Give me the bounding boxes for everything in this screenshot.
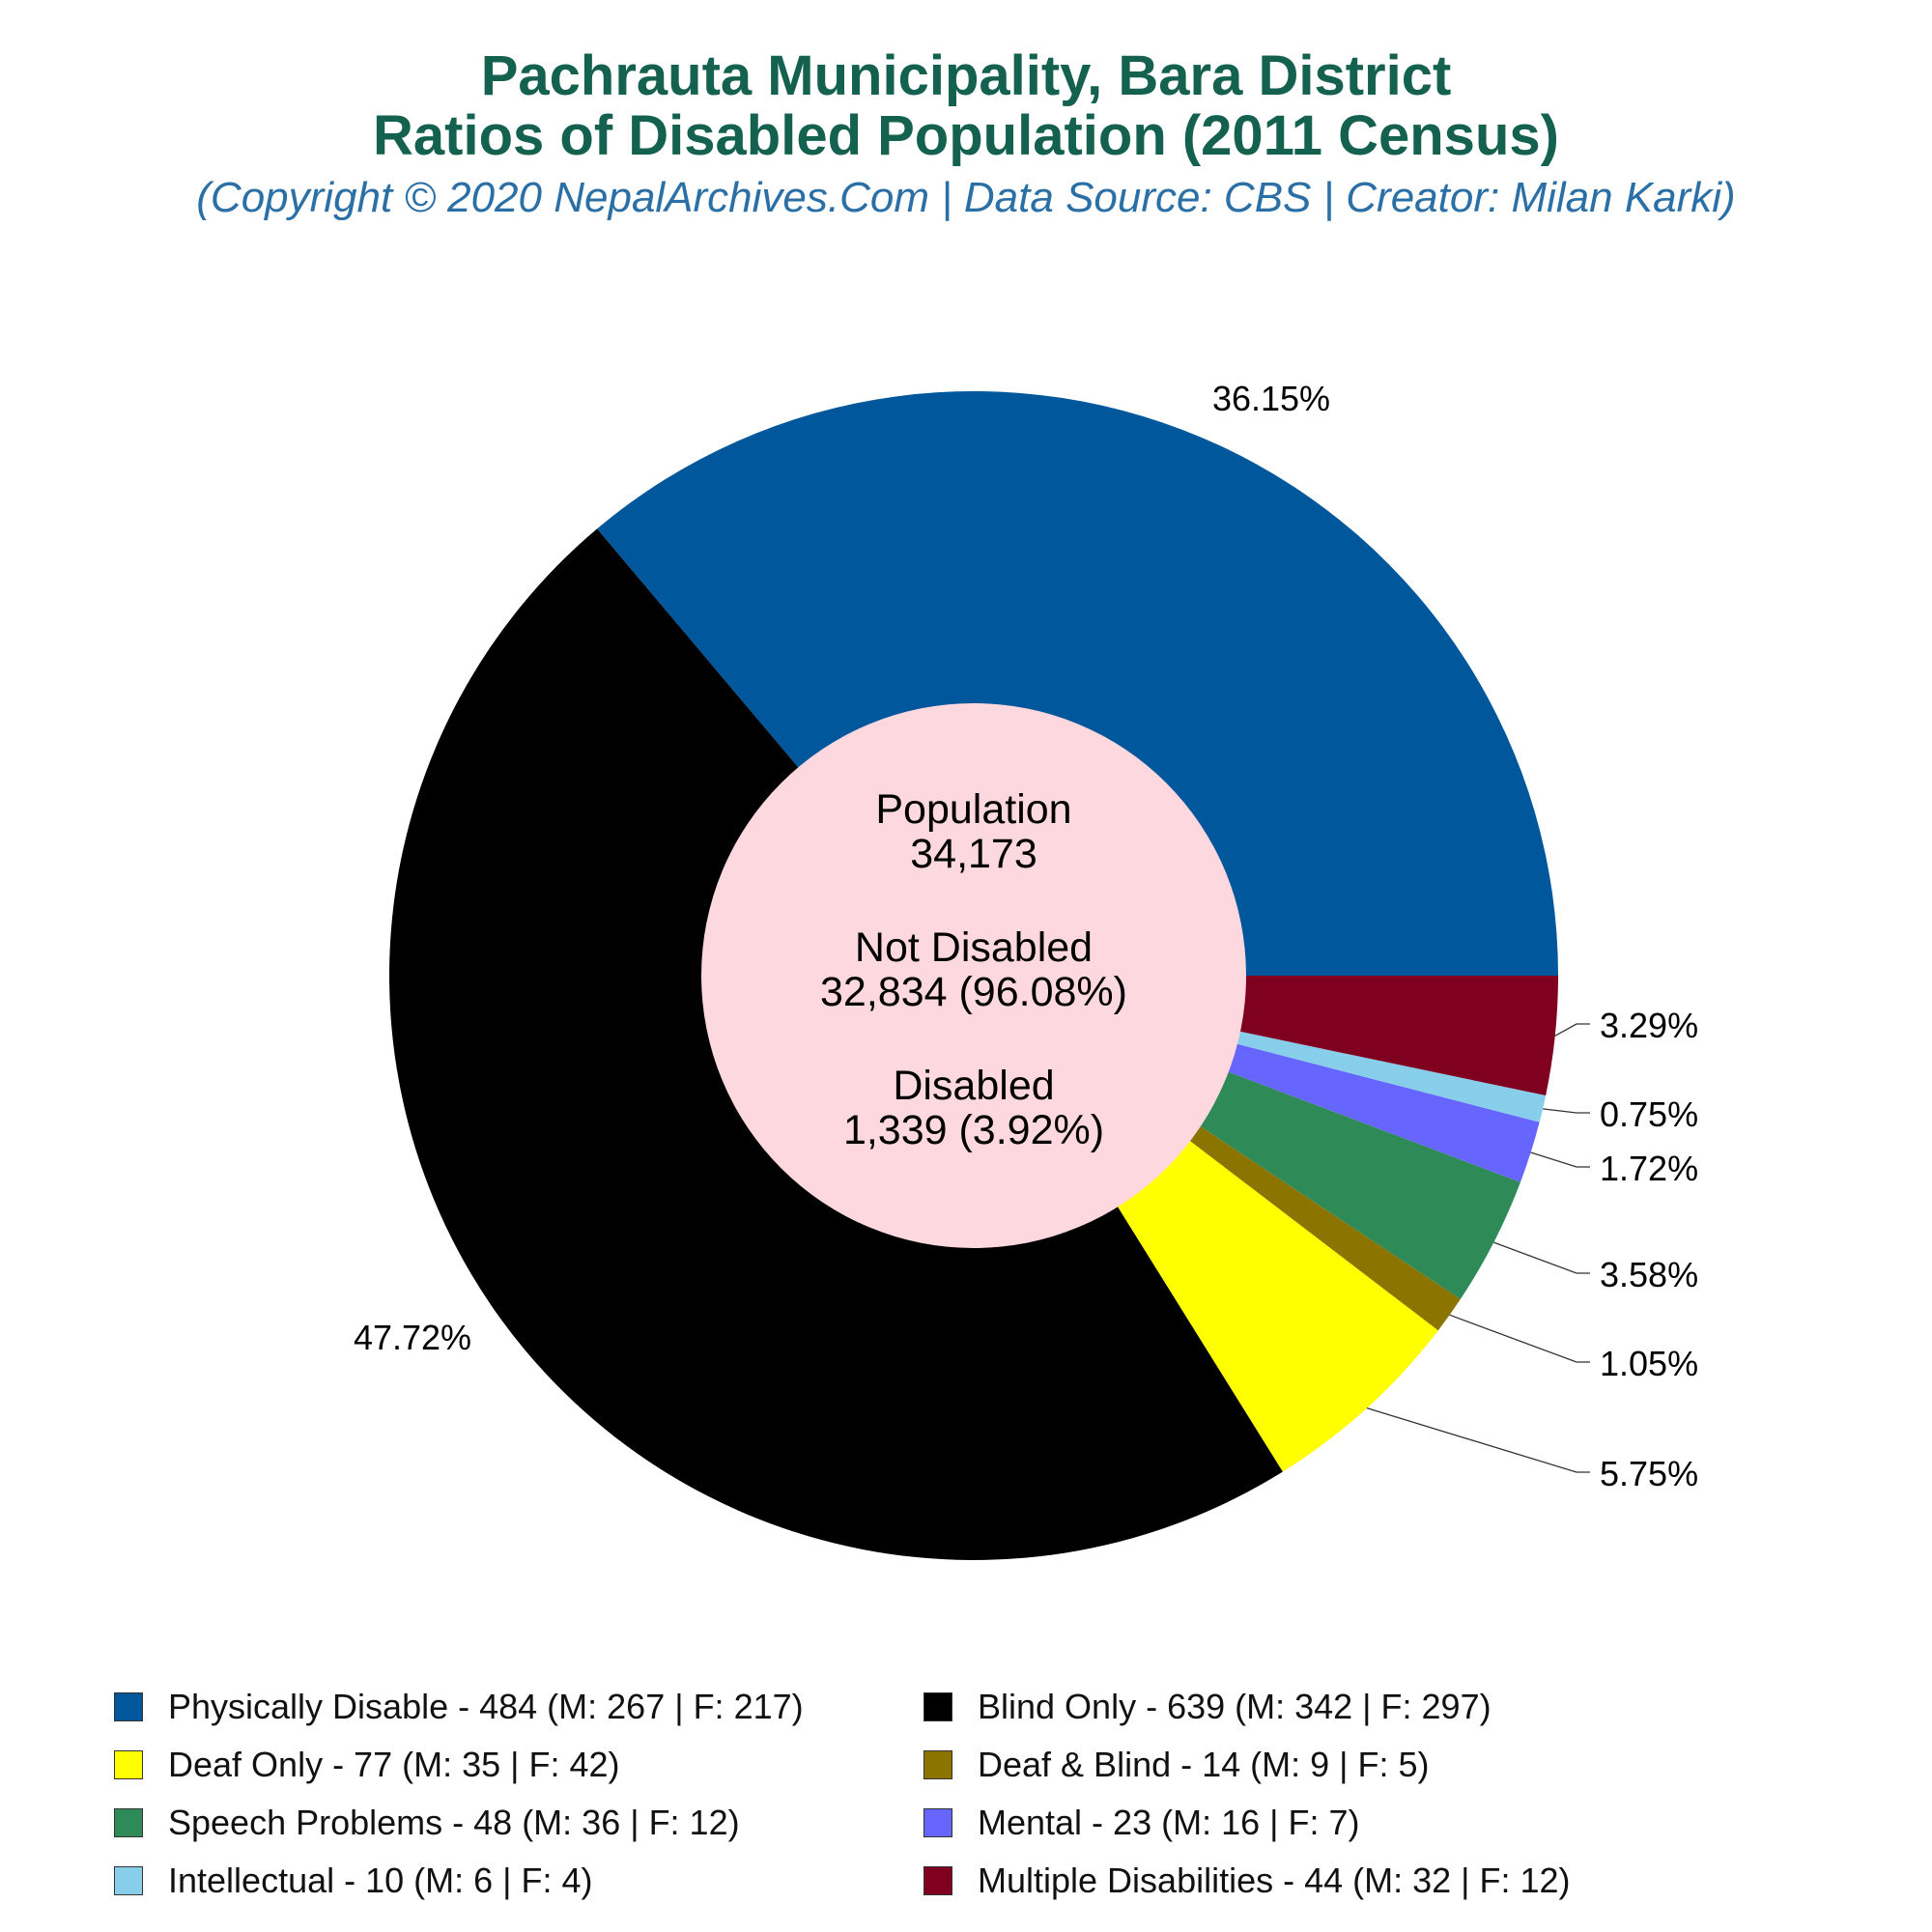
legend-label: Deaf & Blind - 14 (M: 9 | F: 5) xyxy=(978,1745,1430,1784)
legend-item: Physically Disable - 484 (M: 267 | F: 21… xyxy=(114,1683,804,1731)
legend-label: Deaf Only - 77 (M: 35 | F: 42) xyxy=(168,1745,620,1784)
slice-physically-disable xyxy=(597,391,1558,976)
legend-swatch xyxy=(114,1692,143,1721)
legend-label: Intellectual - 10 (M: 6 | F: 4) xyxy=(168,1861,593,1900)
legend-item: Mental - 23 (M: 16 | F: 7) xyxy=(923,1799,1359,1847)
donut-chart: 36.15% 47.72% 5.75% 1.05% 3.58% 1.72% 0.75% 3.2… xyxy=(354,379,1698,1561)
percent-label: 47.72% xyxy=(354,1318,471,1357)
center-disabled-label: Disabled xyxy=(893,1063,1054,1109)
legend-label: Physically Disable - 484 (M: 267 | F: 21… xyxy=(168,1687,804,1726)
legend-swatch xyxy=(923,1692,952,1721)
center-not-disabled-value: 32,834 (96.08%) xyxy=(820,969,1127,1015)
legend-label: Mental - 23 (M: 16 | F: 7) xyxy=(978,1803,1360,1842)
legend-item: Speech Problems - 48 (M: 36 | F: 12) xyxy=(114,1799,740,1847)
leader-line xyxy=(1449,1314,1590,1363)
pie-slices xyxy=(389,391,1558,1561)
legend-swatch xyxy=(923,1866,952,1895)
leader-line xyxy=(1530,1151,1590,1168)
chart-subtitle: (Copyright © 2020 NepalArchives.Com | Da… xyxy=(196,174,1736,221)
legend: Physically Disable - 484 (M: 267 | F: 21… xyxy=(0,1683,1932,1915)
center-population-value: 34,173 xyxy=(910,831,1037,877)
legend-item: Blind Only - 639 (M: 342 | F: 297) xyxy=(923,1683,1492,1731)
legend-item: Intellectual - 10 (M: 6 | F: 4) xyxy=(114,1857,593,1905)
legend-label: Blind Only - 639 (M: 342 | F: 297) xyxy=(978,1687,1492,1726)
legend-swatch xyxy=(923,1750,952,1779)
leader-line xyxy=(1543,1108,1590,1114)
legend-swatch xyxy=(114,1866,143,1895)
percent-label: 36.15% xyxy=(1212,379,1330,418)
legend-label: Multiple Disabilities - 44 (M: 32 | F: 1… xyxy=(978,1861,1571,1900)
chart-title-line-2: Ratios of Disabled Population (2011 Cens… xyxy=(373,104,1559,167)
center-disc xyxy=(701,703,1246,1248)
legend-swatch xyxy=(114,1808,143,1837)
center-not-disabled-label: Not Disabled xyxy=(855,924,1093,971)
center-population-label: Population xyxy=(875,786,1071,833)
leader-line xyxy=(1366,1406,1590,1473)
legend-label: Speech Problems - 48 (M: 36 | F: 12) xyxy=(168,1803,740,1842)
legend-item: Deaf & Blind - 14 (M: 9 | F: 5) xyxy=(923,1741,1430,1789)
percent-label: 5.75% xyxy=(1600,1454,1698,1493)
percent-label: 1.72% xyxy=(1600,1149,1698,1188)
leader-line xyxy=(1493,1241,1590,1274)
center-summary: Population 34,173 Not Disabled 32,834 (9… xyxy=(820,786,1127,1153)
percent-label: 3.29% xyxy=(1600,1006,1698,1045)
leader-line xyxy=(1554,1023,1590,1037)
legend-item: Multiple Disabilities - 44 (M: 32 | F: 1… xyxy=(923,1857,1571,1905)
chart-title-line-1: Pachrauta Municipality, Bara District xyxy=(480,44,1452,107)
legend-swatch xyxy=(923,1808,952,1837)
center-disabled-value: 1,339 (3.92%) xyxy=(843,1107,1104,1153)
percent-label: 3.58% xyxy=(1600,1255,1698,1294)
percent-labels: 36.15% 47.72% 5.75% 1.05% 3.58% 1.72% 0.75% 3.2… xyxy=(354,379,1698,1493)
legend-item: Deaf Only - 77 (M: 35 | F: 42) xyxy=(114,1741,620,1789)
percent-label: 1.05% xyxy=(1600,1344,1698,1383)
leader-lines xyxy=(1366,1023,1590,1473)
percent-label: 0.75% xyxy=(1600,1094,1698,1134)
legend-swatch xyxy=(114,1750,143,1779)
